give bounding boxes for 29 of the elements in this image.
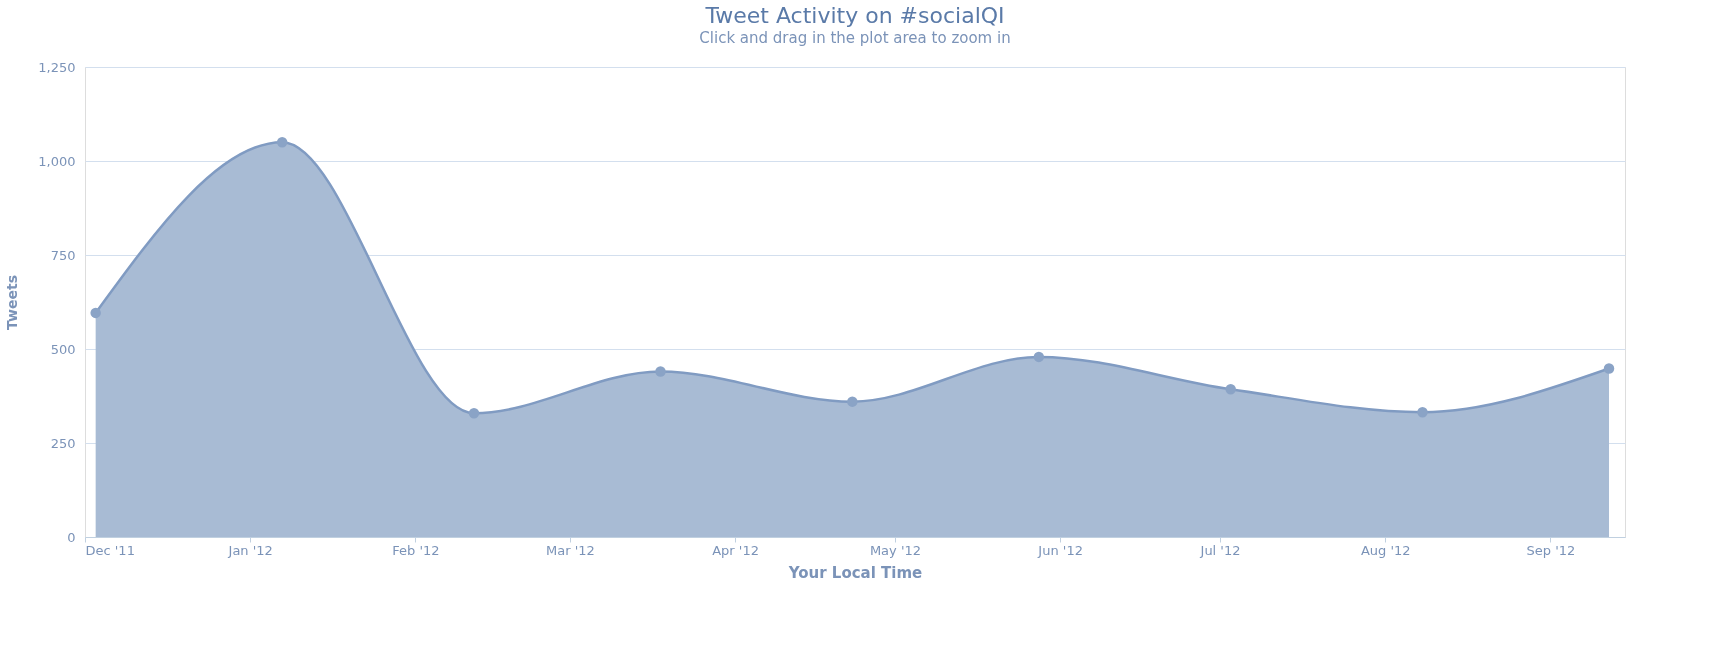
x-tick-label: Jun '12	[1037, 542, 1083, 558]
point	[847, 396, 858, 407]
y-tick-label: 250	[50, 435, 76, 451]
point	[655, 366, 666, 377]
point	[1603, 363, 1615, 374]
y-tick-label: 0	[67, 529, 76, 545]
chart-subtitle: Click and drag in the plot area to zoom in	[699, 29, 1011, 47]
point	[90, 307, 101, 319]
x-tick-label: Sep '12	[1526, 542, 1576, 558]
x-tick-label: Jan '12	[227, 542, 273, 558]
x-tick-label: Mar '12	[546, 542, 595, 558]
y-axis-title: Tweets	[4, 275, 21, 330]
point	[276, 136, 288, 148]
x-tick-label: Aug '12	[1360, 542, 1411, 558]
x-tick-label: Jul '12	[1199, 542, 1241, 558]
x-axis-title: Your Local Time	[787, 563, 923, 582]
point	[1033, 351, 1045, 363]
y-tick-label: 1,250	[38, 59, 76, 75]
x-tick-label: Dec '11	[85, 542, 135, 558]
x-tick-label: May '12	[869, 542, 922, 558]
point	[1417, 406, 1428, 418]
chart-title: Tweet Activity on #socialQI	[704, 3, 1005, 28]
y-tick-label: 1,000	[38, 153, 76, 169]
y-tick-label: 500	[50, 341, 76, 357]
y-tick-label: 750	[50, 247, 76, 263]
point	[1225, 384, 1236, 395]
point	[468, 408, 480, 419]
x-tick-label: Feb '12	[392, 542, 440, 558]
x-tick-label: Apr '12	[712, 542, 759, 558]
